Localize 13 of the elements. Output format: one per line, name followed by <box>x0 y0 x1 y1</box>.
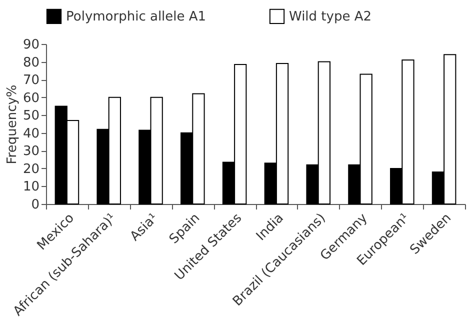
y-tick-label: 0 <box>31 198 40 212</box>
legend-label: Wild type A2 <box>289 9 372 24</box>
y-tick-label: 20 <box>22 162 40 177</box>
y-tick-label: 60 <box>22 90 40 106</box>
y-tick-label: 80 <box>22 55 40 70</box>
y-tick-label: 90 <box>22 38 40 52</box>
y-axis-title: Frequency% <box>4 84 20 164</box>
legend-label: Polymorphic allele A1 <box>66 9 206 24</box>
y-tick-label: 10 <box>22 180 40 195</box>
y-tick-label: 50 <box>22 108 40 124</box>
y-tick-label: 40 <box>22 126 40 142</box>
y-tick-label: 70 <box>22 73 40 88</box>
y-tick-label: 30 <box>22 144 40 160</box>
